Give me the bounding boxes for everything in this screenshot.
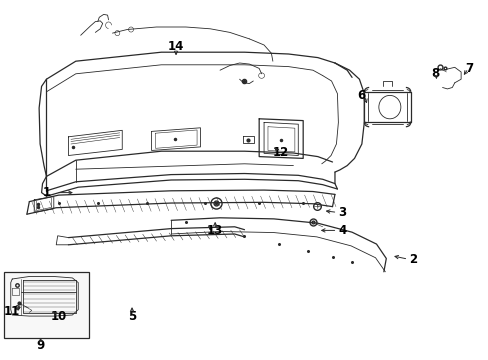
Text: 2: 2 [408,253,416,266]
Text: 7: 7 [465,62,472,75]
Text: 12: 12 [272,147,289,159]
Text: 9: 9 [37,339,44,352]
Text: 5: 5 [128,310,136,323]
Text: 6: 6 [357,89,365,102]
Text: 3: 3 [338,206,346,219]
Text: 4: 4 [338,224,346,237]
Text: 10: 10 [50,310,67,323]
Text: 14: 14 [167,40,184,53]
Text: 1: 1 [42,186,50,199]
Text: 13: 13 [206,224,223,237]
Text: 8: 8 [430,67,438,80]
Bar [4,272,89,338]
Text: 11: 11 [4,305,20,318]
